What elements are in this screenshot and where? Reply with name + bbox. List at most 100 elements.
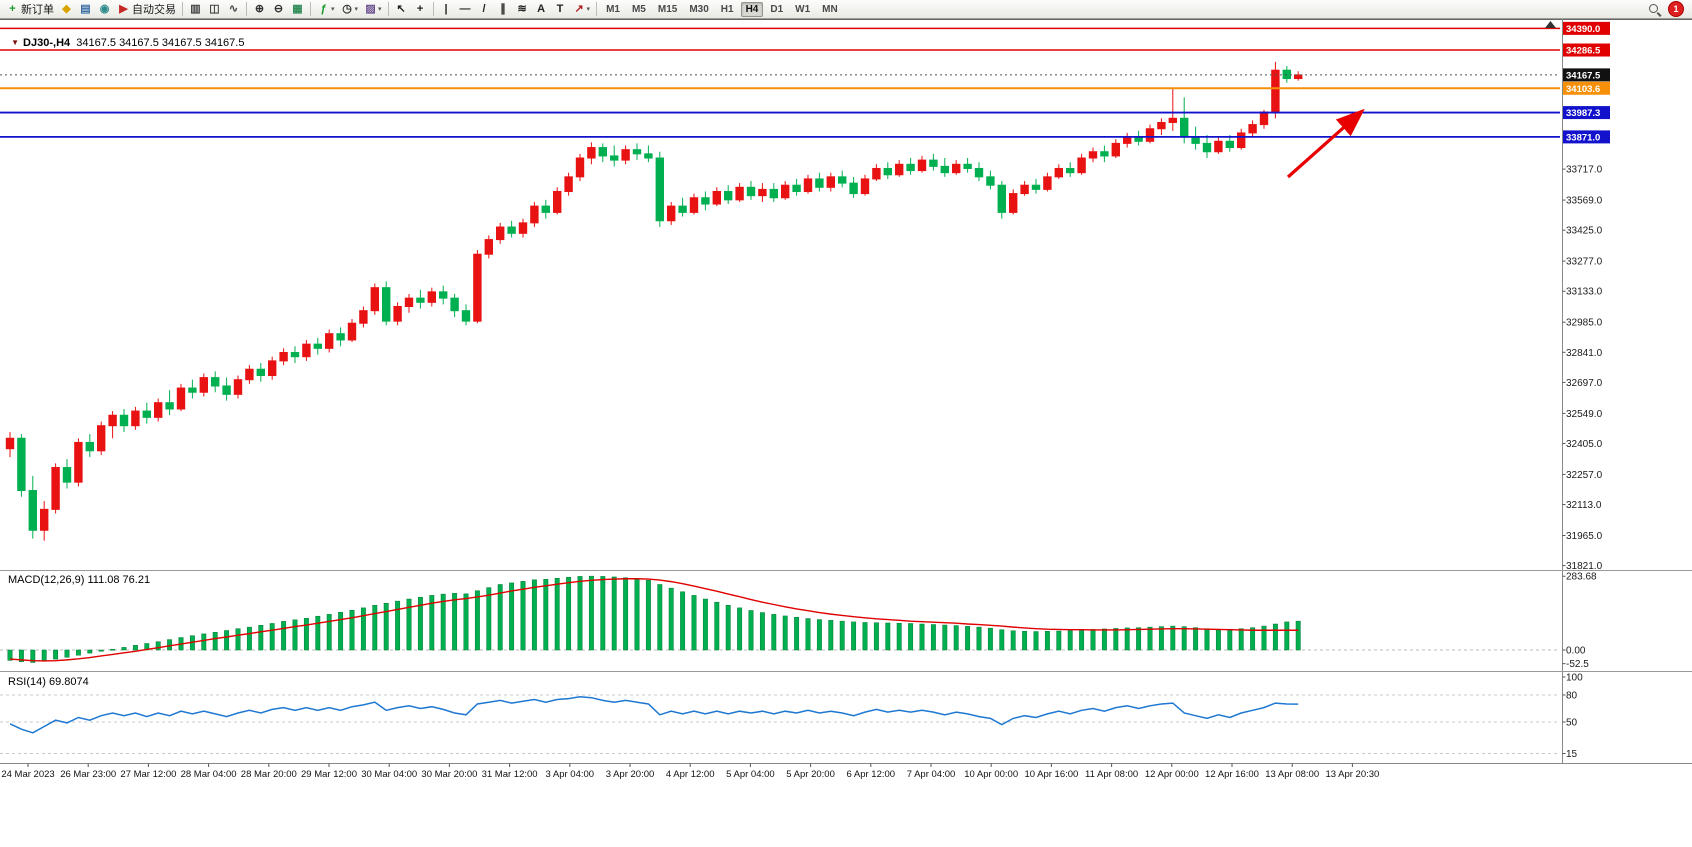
macd-bar: [577, 576, 583, 651]
time-axis-label: 28 Mar 04:00: [181, 769, 237, 780]
indicators-button-dropdown-icon[interactable]: ▾: [331, 6, 335, 13]
refresh-button[interactable]: ◉: [95, 1, 114, 18]
cursor-button[interactable]: ↖: [392, 1, 411, 18]
scroll-to-end-marker[interactable]: [1545, 21, 1556, 28]
autotrading-button[interactable]: ▶ 自动交易: [114, 1, 179, 18]
horizontal-line-button[interactable]: —: [456, 1, 475, 18]
candle: [416, 297, 425, 303]
timeframe-button-m1[interactable]: M1: [606, 3, 620, 15]
line-chart-icon: ∿: [228, 3, 239, 15]
price-axis[interactable]: 33717.0 33569.0 33425.0 33277.0 33133.0 32985…: [1562, 21, 1611, 760]
macd-bar: [588, 575, 594, 651]
fibonacci-button[interactable]: ≋: [513, 1, 532, 18]
text-label-button[interactable]: T: [551, 1, 570, 18]
bar-chart-button[interactable]: ▥: [186, 1, 205, 18]
candle: [667, 205, 676, 222]
periods-icon: ◷: [342, 3, 352, 15]
macd-bar: [759, 612, 765, 651]
macd-bar: [702, 598, 708, 651]
channel-icon: ∥: [500, 3, 506, 15]
timeframe-button-w1[interactable]: W1: [795, 3, 811, 15]
tile-windows-button[interactable]: ▦: [288, 1, 307, 18]
trendline-button[interactable]: /: [475, 1, 494, 18]
vertical-line-button[interactable]: |: [437, 1, 456, 18]
candlestick-button[interactable]: ◫: [205, 1, 224, 18]
rsi-axis-label: 15: [1566, 749, 1578, 760]
macd-bar: [919, 623, 925, 651]
candle: [701, 197, 710, 205]
candle: [473, 253, 482, 322]
new-order-button[interactable]: + 新订单: [3, 1, 57, 18]
trend-arrow-annotation[interactable]: [1286, 108, 1365, 179]
price-axis-label: 32697.0: [1566, 378, 1603, 389]
time-axis[interactable]: 24 Mar 2023 26 Mar 23:00 27 Mar 12:00 28 Ma…: [1, 763, 1379, 781]
rsi-axis-label: 50: [1566, 718, 1578, 729]
toolbar-separator: [596, 2, 598, 16]
macd-bar: [1170, 625, 1176, 651]
price-axis-label: 33425.0: [1566, 226, 1603, 237]
text-button[interactable]: A: [532, 1, 551, 18]
timeframe-button-m15[interactable]: M15: [657, 3, 678, 15]
macd-bar: [1204, 628, 1210, 651]
time-axis-label: 3 Apr 04:00: [545, 769, 594, 780]
macd-bar: [680, 591, 686, 651]
candle: [290, 352, 300, 358]
time-axis-label: 26 Mar 23:00: [60, 769, 116, 780]
time-axis-label: 13 Apr 20:30: [1325, 769, 1379, 780]
macd-axis-label: 0.00: [1566, 646, 1586, 657]
time-axis-label: 30 Mar 20:00: [421, 769, 477, 780]
zoom-in-button[interactable]: ⊕: [250, 1, 269, 18]
toolbar-separator: [310, 2, 311, 16]
macd-bar: [395, 600, 401, 651]
candle: [1259, 111, 1269, 126]
crosshair-button[interactable]: +: [411, 1, 430, 18]
fibonacci-icon: ≋: [517, 3, 527, 15]
price-tag: [1563, 106, 1610, 120]
arrows-button-dropdown-icon[interactable]: ▾: [586, 6, 591, 13]
macd-bar: [805, 618, 811, 651]
candle: [1191, 136, 1200, 144]
notification-badge[interactable]: 1: [1668, 1, 1684, 17]
candle: [598, 147, 607, 157]
macd-bar: [1067, 630, 1073, 651]
metaeditor-button[interactable]: ◆: [57, 1, 76, 18]
candle: [849, 182, 858, 195]
timeframe-button-m5[interactable]: M5: [631, 3, 646, 15]
macd-bar: [303, 618, 309, 651]
periods-button-dropdown-icon[interactable]: ▾: [354, 6, 359, 13]
periods-button[interactable]: ◷ ▾: [338, 1, 362, 18]
macd-bar: [463, 593, 469, 651]
candle: [1009, 193, 1018, 213]
macd-bar: [531, 579, 537, 651]
candle: [792, 184, 801, 192]
market-watch-button[interactable]: ▤: [76, 1, 95, 18]
macd-bar: [714, 601, 720, 651]
candle: [97, 425, 106, 452]
timeframe-button-h4[interactable]: H4: [740, 1, 764, 17]
toolbar-separator: [387, 2, 389, 16]
timeframe-button-h1[interactable]: H1: [720, 3, 734, 15]
line-chart-button[interactable]: ∿: [224, 1, 243, 18]
candle: [1202, 142, 1212, 153]
macd-bar: [497, 584, 503, 651]
indicators-button[interactable]: ƒ ▾: [314, 1, 338, 18]
templates-button-dropdown-icon[interactable]: ▾: [378, 6, 382, 13]
timeframe-button-m30[interactable]: M30: [689, 3, 709, 15]
candle: [963, 163, 972, 169]
candle: [85, 441, 94, 452]
macd-bar: [1181, 626, 1187, 651]
candle: [1088, 151, 1098, 159]
candle: [268, 360, 277, 377]
channel-button[interactable]: ∥: [494, 1, 513, 18]
timeframe-button-mn[interactable]: MN: [822, 3, 838, 15]
search-icon[interactable]: [1648, 3, 1661, 16]
arrows-button[interactable]: ↗ ▾: [570, 1, 594, 18]
macd-bar: [839, 620, 845, 651]
macd-bar: [486, 587, 492, 651]
candle: [142, 410, 152, 418]
zoom-out-button[interactable]: ⊖: [269, 1, 288, 18]
price-axis-label: 31821.0: [1566, 561, 1603, 572]
timeframe-button-d1[interactable]: D1: [770, 3, 784, 15]
templates-button[interactable]: ▨ ▾: [361, 1, 385, 18]
